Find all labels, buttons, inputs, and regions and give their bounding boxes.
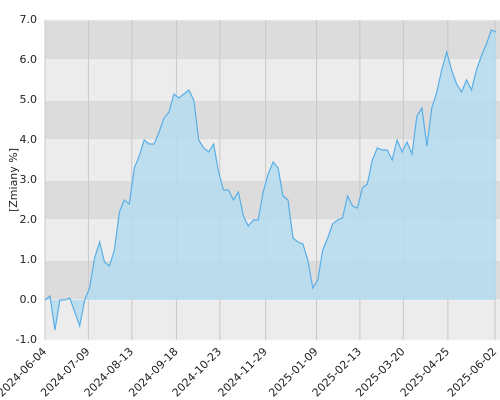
y-tick-label: 6.0 <box>20 53 38 66</box>
y-tick-label: 1.0 <box>20 253 38 266</box>
grid-band <box>45 60 500 100</box>
y-tick-label: 0.0 <box>20 293 38 306</box>
y-tick-label: -1.0 <box>16 333 37 346</box>
y-tick-label: 5.0 <box>20 93 38 106</box>
y-tick-label: 7.0 <box>20 13 38 26</box>
x-tick-label: 2024-11-29 <box>216 345 270 399</box>
grid-band <box>45 300 500 340</box>
y-tick-label: 4.0 <box>20 133 38 146</box>
y-tick-label: 3.0 <box>20 173 38 186</box>
y-tick-label: 2.0 <box>20 213 38 226</box>
line <box>44 29 497 331</box>
y-axis-label: [Zmiany %] <box>7 148 20 212</box>
area <box>45 30 497 330</box>
grid-band <box>45 20 500 60</box>
x-tick-label: 2025-06-02 <box>445 345 499 399</box>
